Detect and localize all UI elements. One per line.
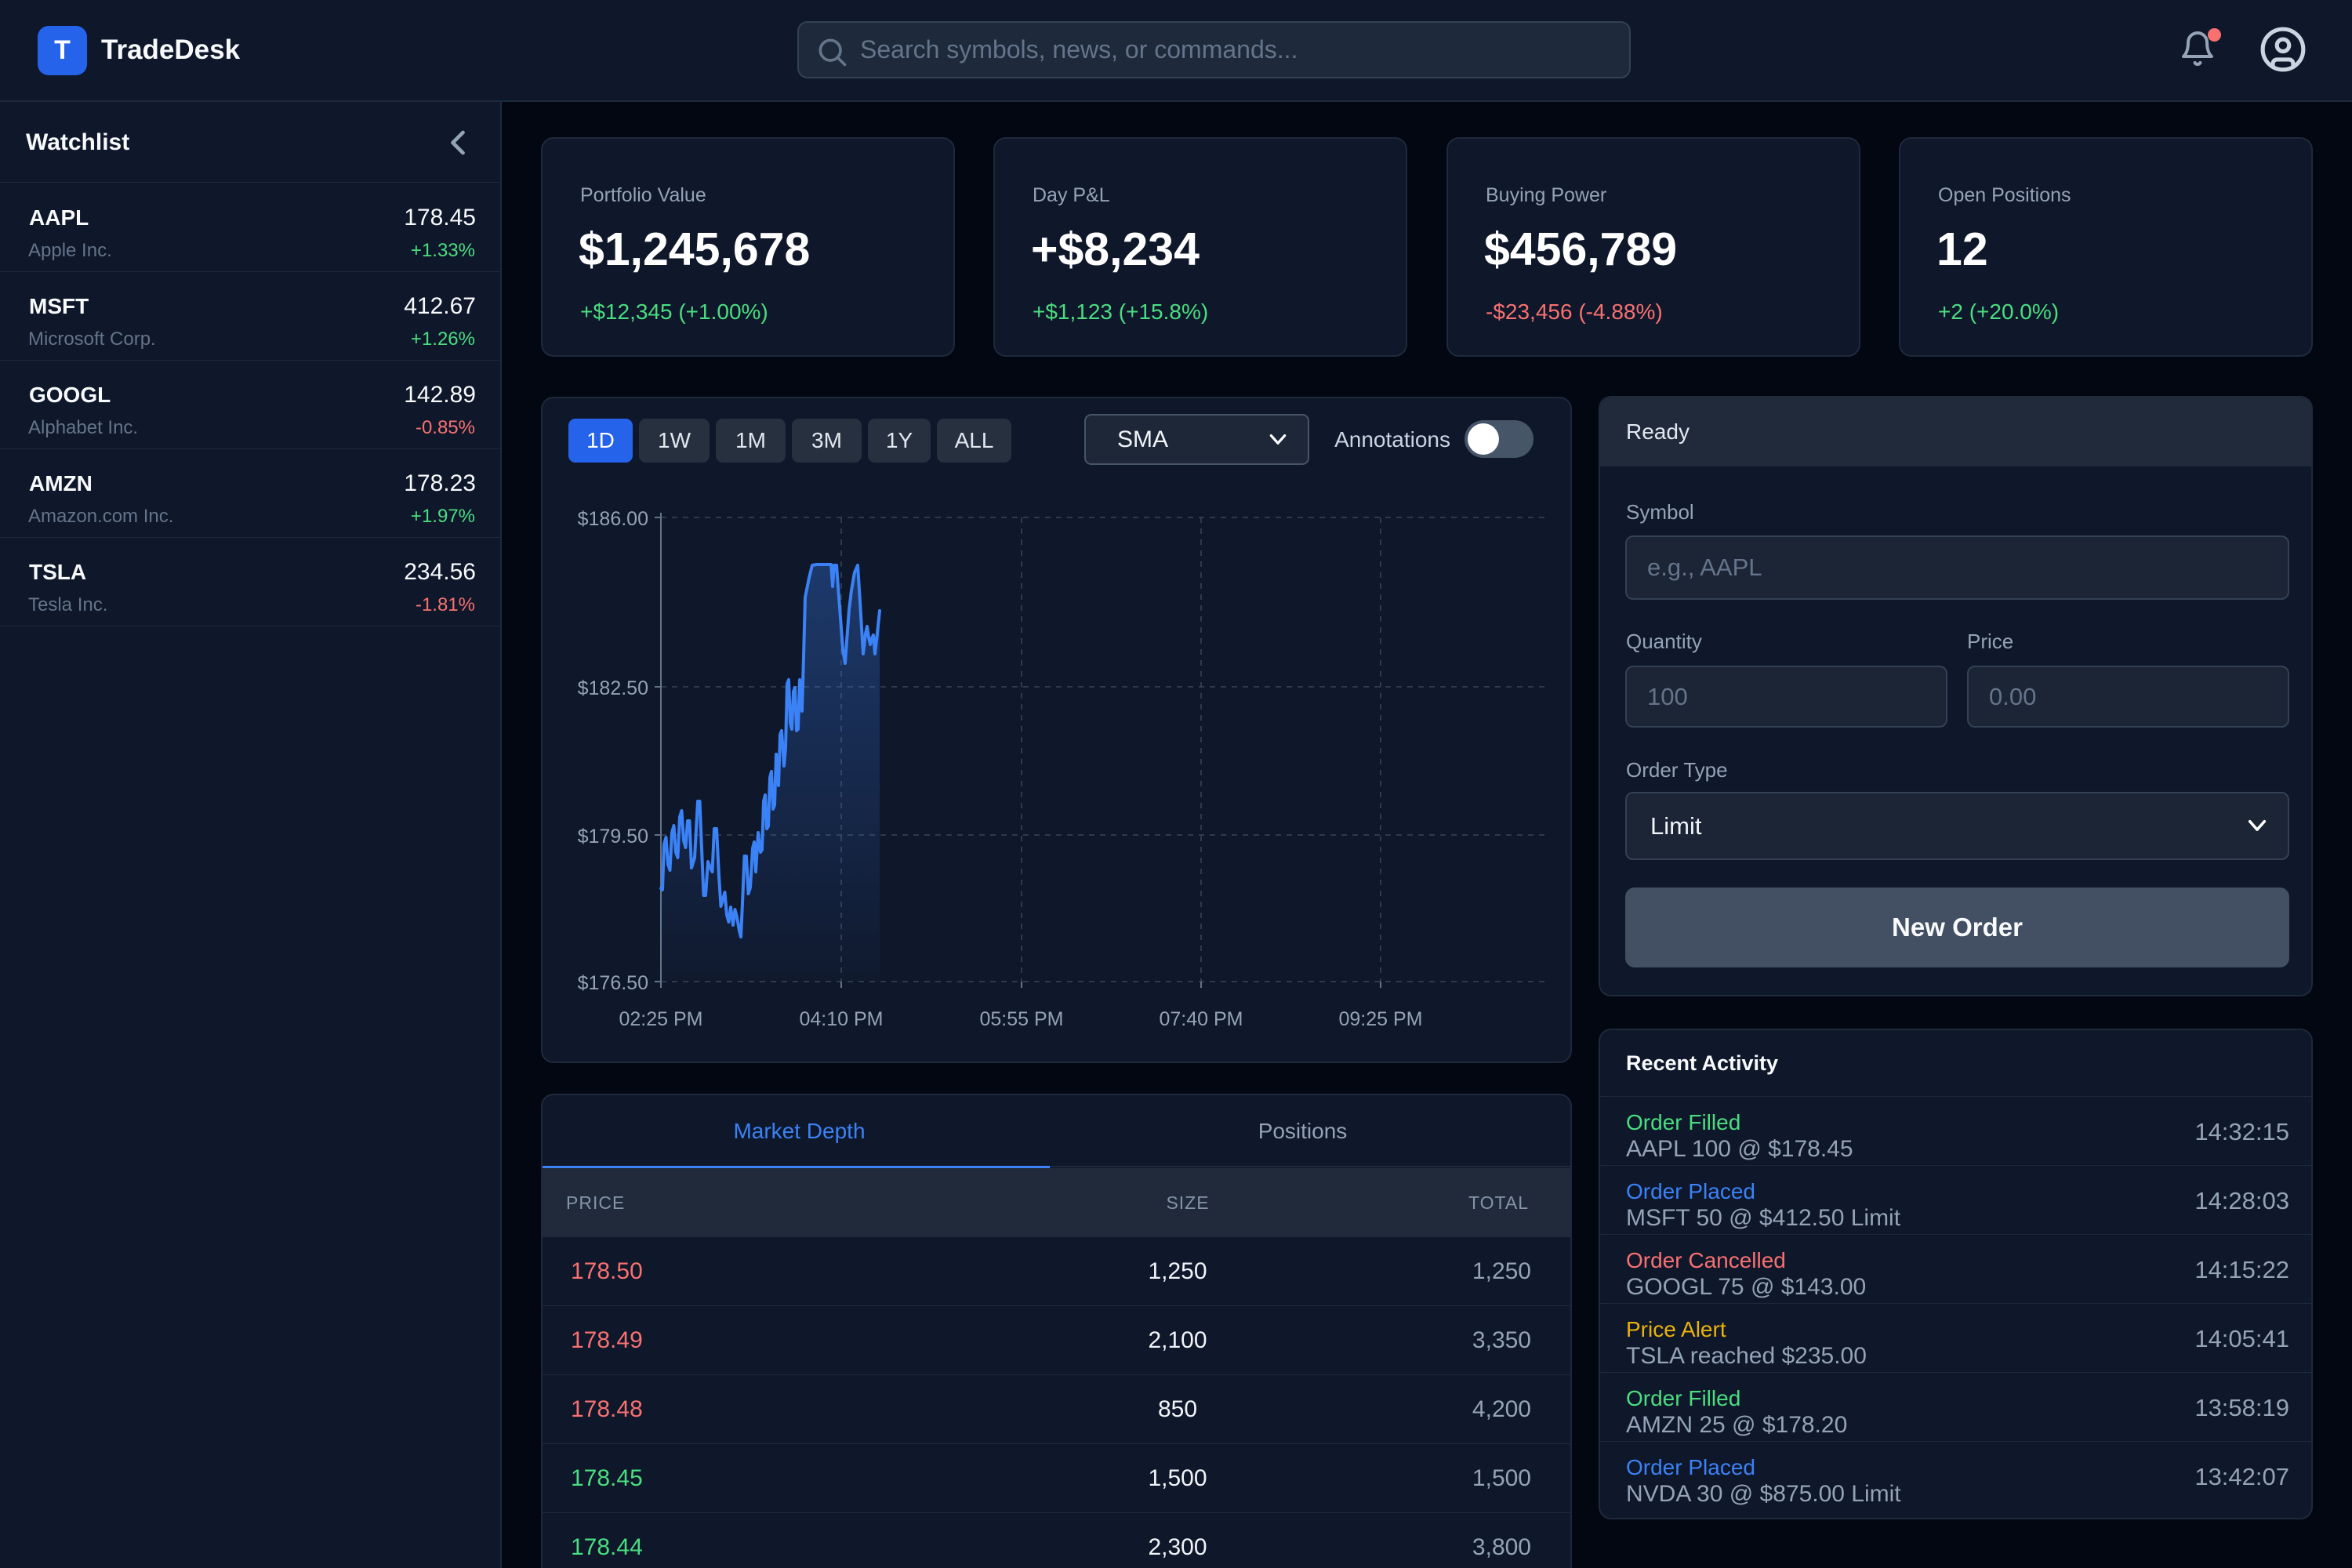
svg-text:$186.00: $186.00 bbox=[578, 508, 648, 530]
svg-text:05:55 PM: 05:55 PM bbox=[979, 1008, 1063, 1030]
svg-text:04:10 PM: 04:10 PM bbox=[799, 1008, 883, 1030]
svg-text:02:25 PM: 02:25 PM bbox=[619, 1008, 702, 1030]
svg-text:$179.50: $179.50 bbox=[578, 826, 648, 848]
svg-text:09:25 PM: 09:25 PM bbox=[1338, 1008, 1422, 1030]
svg-text:$182.50: $182.50 bbox=[578, 677, 648, 699]
svg-text:07:40 PM: 07:40 PM bbox=[1159, 1008, 1243, 1030]
svg-text:$176.50: $176.50 bbox=[578, 972, 648, 994]
